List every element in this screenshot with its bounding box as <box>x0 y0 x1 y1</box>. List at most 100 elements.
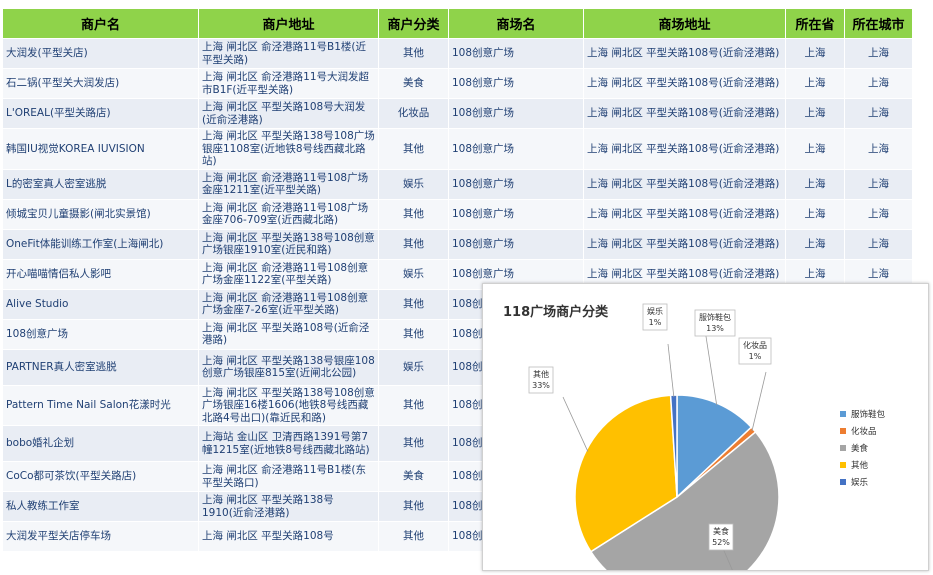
legend-item[interactable]: 其他 <box>840 456 885 473</box>
pie-label-category: 服饰鞋包 <box>699 312 731 322</box>
table-row[interactable]: 大润发(平型关店) 上海 闸北区 俞泾港路11号B1楼(近平型关路) 其他 108创意… <box>2 38 913 69</box>
pie-label-category: 娱乐 <box>647 306 663 316</box>
cell-merchant-address: 上海 闸北区 平型关路108号大润发(近俞泾港路) <box>198 98 379 129</box>
cell-mall-name: 108创意广场 <box>448 198 584 230</box>
pie-label-category: 美食 <box>713 526 729 536</box>
pie-leader-line <box>562 396 589 452</box>
cell-city: 上海 <box>844 98 913 129</box>
table-row[interactable]: 石二锅(平型关大润发店) 上海 闸北区 俞泾港路11号大润发超市B1F(近平型关路… <box>2 68 913 99</box>
cell-merchant-address: 上海 闸北区 俞泾港路11号108创意广场金座7-26室(近平型关路) <box>198 288 379 320</box>
legend-label: 其他 <box>851 460 869 471</box>
table-row[interactable]: L'OREAL(平型关路店) 上海 闸北区 平型关路108号大润发(近俞泾港路) 化… <box>2 98 913 129</box>
cell-merchant-name: bobo婚礼企划 <box>2 425 199 462</box>
pie-label-box <box>642 303 668 331</box>
cell-mall-name: 108创意广场 <box>448 98 584 129</box>
pie-label-box <box>708 523 734 551</box>
cell-province: 上海 <box>785 228 845 260</box>
cell-merchant-name: 开心喵喵情侣私人影吧 <box>2 258 199 290</box>
cell-merchant-name: 倾城宝贝儿童摄影(闸北实景馆) <box>2 198 199 230</box>
cell-merchant-address: 上海 闸北区 俞泾港路11号108广场金座1211室(近平型关路) <box>198 168 379 200</box>
pie-chart-panel[interactable]: 服饰鞋包 13% 化妆品 1% 美食 52% 其他 33% 娱乐 1% 118广场商户分类 服饰鞋… <box>482 283 929 571</box>
cell-category: 其他 <box>378 425 449 462</box>
pie-leader-line <box>751 371 767 431</box>
cell-merchant-name: CoCo都可茶饮(平型关路店) <box>2 461 199 492</box>
legend-item[interactable]: 化妆品 <box>840 422 885 439</box>
header-merchant-name[interactable]: 商户名 <box>2 8 199 39</box>
cell-merchant-name: PARTNER真人密室逃脱 <box>2 348 199 386</box>
cell-merchant-address: 上海 闸北区 俞泾港路11号B1楼(东平型关路口) <box>198 461 379 492</box>
header-mall-address[interactable]: 商场地址 <box>583 8 786 39</box>
pie-leader-line <box>667 343 675 398</box>
header-merchant-address[interactable]: 商户地址 <box>198 8 379 39</box>
pie-label-category: 化妆品 <box>743 340 767 350</box>
pie-slice[interactable] <box>574 394 678 553</box>
cell-merchant-name: Pattern Time Nail Salon花漾时光 <box>2 384 199 426</box>
cell-mall-address: 上海 闸北区 平型关路108号(近俞泾港路) <box>583 68 786 99</box>
legend-label: 化妆品 <box>851 426 877 437</box>
legend-item[interactable]: 娱乐 <box>840 473 885 490</box>
cell-merchant-address: 上海 闸北区 平型关路138号1910(近俞泾港路) <box>198 491 379 522</box>
pie-label-box <box>528 366 554 394</box>
cell-category: 化妆品 <box>378 98 449 129</box>
cell-mall-name: 108创意广场 <box>448 228 584 260</box>
cell-merchant-address: 上海 闸北区 平型关路138号108创意广场银座1910室(近民和路) <box>198 228 379 260</box>
cell-province: 上海 <box>785 38 845 69</box>
table-row[interactable]: 韩国IU视觉KOREA IUVISION 上海 闸北区 平型关路138号108广场… <box>2 128 913 170</box>
legend-item[interactable]: 美食 <box>840 439 885 456</box>
cell-mall-name: 108创意广场 <box>448 38 584 69</box>
cell-merchant-name: 大润发平型关店停车场 <box>2 521 199 552</box>
pie-leader-line <box>704 329 718 406</box>
cell-category: 其他 <box>378 318 449 350</box>
legend-swatch <box>840 410 846 417</box>
pie-label-box <box>738 337 772 365</box>
cell-mall-name: 108创意广场 <box>448 128 584 170</box>
table-row[interactable]: L的密室真人密室逃脱 上海 闸北区 俞泾港路11号108广场金座1211室(近平型… <box>2 168 913 200</box>
cell-merchant-name: 私人教练工作室 <box>2 491 199 522</box>
cell-category: 其他 <box>378 228 449 260</box>
pie-label-value: 13% <box>706 324 724 333</box>
cell-province: 上海 <box>785 128 845 170</box>
cell-city: 上海 <box>844 228 913 260</box>
cell-mall-address: 上海 闸北区 平型关路108号(近俞泾港路) <box>583 198 786 230</box>
cell-merchant-address: 上海 闸北区 俞泾港路11号B1楼(近平型关路) <box>198 38 379 69</box>
pie-label-value: 52% <box>712 538 730 547</box>
table-header-row: 商户名 商户地址 商户分类 商场名 商场地址 所在省 所在城市 <box>2 8 913 39</box>
cell-merchant-name: L'OREAL(平型关路店) <box>2 98 199 129</box>
table-row[interactable]: OneFit体能训练工作室(上海闸北) 上海 闸北区 平型关路138号108创意广… <box>2 228 913 260</box>
cell-merchant-name: 韩国IU视觉KOREA IUVISION <box>2 128 199 170</box>
table-row[interactable]: 倾城宝贝儿童摄影(闸北实景馆) 上海 闸北区 俞泾港路11号108广场金座706-… <box>2 198 913 230</box>
header-city[interactable]: 所在城市 <box>844 8 913 39</box>
cell-category: 其他 <box>378 38 449 69</box>
header-province[interactable]: 所在省 <box>785 8 845 39</box>
cell-category: 其他 <box>378 288 449 320</box>
cell-mall-address: 上海 闸北区 平型关路108号(近俞泾港路) <box>583 38 786 69</box>
cell-category: 美食 <box>378 68 449 99</box>
cell-merchant-address: 上海 闸北区 平型关路138号银座108创意广场银座815室(近闸北公园) <box>198 348 379 386</box>
cell-mall-name: 108创意广场 <box>448 68 584 99</box>
cell-province: 上海 <box>785 98 845 129</box>
cell-mall-address: 上海 闸北区 平型关路108号(近俞泾港路) <box>583 128 786 170</box>
legend-item[interactable]: 服饰鞋包 <box>840 405 885 422</box>
cell-merchant-address: 上海 闸北区 俞泾港路11号108创意广场金座1122室(平型关路) <box>198 258 379 290</box>
cell-category: 娱乐 <box>378 348 449 386</box>
cell-category: 其他 <box>378 491 449 522</box>
cell-category: 其他 <box>378 198 449 230</box>
cell-merchant-address: 上海 闸北区 俞泾港路11号大润发超市B1F(近平型关路) <box>198 68 379 99</box>
cell-mall-address: 上海 闸北区 平型关路108号(近俞泾港路) <box>583 168 786 200</box>
header-mall-name[interactable]: 商场名 <box>448 8 584 39</box>
pie-label-value: 1% <box>749 352 762 361</box>
cell-merchant-name: L的密室真人密室逃脱 <box>2 168 199 200</box>
cell-category: 娱乐 <box>378 168 449 200</box>
cell-city: 上海 <box>844 168 913 200</box>
pie-slice[interactable] <box>676 394 753 499</box>
cell-mall-address: 上海 闸北区 平型关路108号(近俞泾港路) <box>583 228 786 260</box>
cell-merchant-name: 石二锅(平型关大润发店) <box>2 68 199 99</box>
cell-merchant-name: Alive Studio <box>2 288 199 320</box>
header-merchant-category[interactable]: 商户分类 <box>378 8 449 39</box>
cell-province: 上海 <box>785 168 845 200</box>
cell-category: 其他 <box>378 384 449 426</box>
chart-title: 118广场商户分类 <box>503 305 609 320</box>
pie-label-value: 1% <box>649 318 662 327</box>
cell-city: 上海 <box>844 38 913 69</box>
cell-merchant-address: 上海 闸北区 平型关路108号(近俞泾港路) <box>198 318 379 350</box>
